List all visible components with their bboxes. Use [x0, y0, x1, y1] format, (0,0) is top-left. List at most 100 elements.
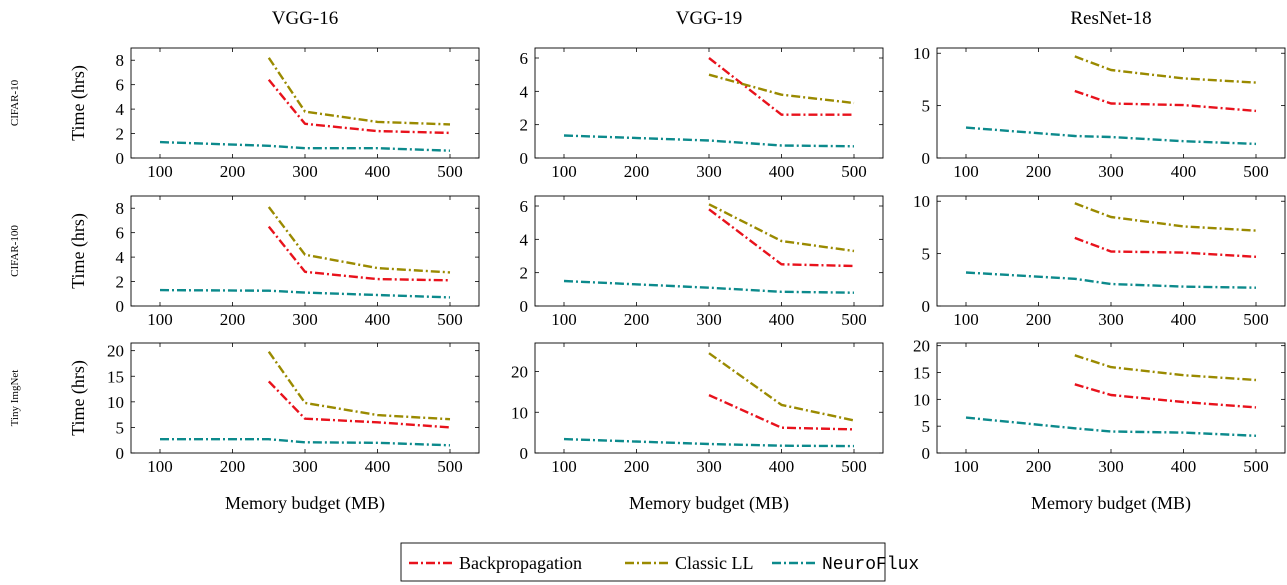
x-tick-label: 400	[1171, 162, 1197, 181]
y-tick-label: 0	[116, 149, 125, 168]
y-tick-label: 5	[922, 245, 931, 264]
series-line-neuroflux	[563, 134, 855, 148]
series-line-classic-ll	[708, 73, 855, 105]
column-title: VGG-16	[272, 8, 339, 29]
y-tick-label: 0	[520, 444, 529, 463]
y-tick-label: 2	[116, 125, 125, 144]
y-tick-label: 5	[116, 418, 125, 437]
y-tick-label: 2	[116, 273, 125, 292]
x-tick-label: 200	[1026, 310, 1052, 329]
y-tick-label: 4	[116, 248, 125, 267]
series-line-classic-ll	[267, 351, 451, 421]
x-tick-label: 200	[1026, 457, 1052, 476]
x-axis-label: Memory budget (MB)	[1031, 493, 1191, 514]
x-tick-label: 100	[953, 310, 979, 329]
plot-frame	[534, 195, 884, 307]
x-tick-label: 500	[437, 162, 463, 181]
x-tick-label: 100	[953, 457, 979, 476]
x-tick-label: 200	[624, 457, 650, 476]
series-line-neuroflux	[965, 271, 1257, 289]
subplot-2-1: 100 200 300 400 500 0 2 4 6 8 CIFAR-100 Time (hrs)	[9, 195, 480, 329]
y-tick-label: 10	[913, 44, 930, 63]
x-tick-label: 200	[220, 162, 246, 181]
y-tick-label: 8	[116, 51, 125, 70]
legend-label: Backpropagation	[459, 553, 582, 573]
x-tick-label: 400	[769, 310, 795, 329]
plot-frame	[130, 342, 480, 454]
x-tick-label: 500	[841, 457, 867, 476]
x-tick-label: 100	[551, 162, 577, 181]
series-line-classic-ll	[1074, 55, 1257, 84]
y-tick-label: 4	[520, 230, 529, 249]
x-tick-label: 100	[147, 162, 173, 181]
row-label: Tiny ImgNet	[9, 370, 21, 427]
x-tick-label: 200	[220, 310, 246, 329]
series-line-backpropagation	[708, 394, 855, 431]
y-tick-label: 4	[116, 100, 125, 119]
y-tick-label: 15	[107, 367, 124, 386]
y-tick-label: 2	[520, 264, 529, 283]
y-axis-label: Time (hrs)	[68, 360, 89, 436]
series-line-backpropagation	[267, 79, 451, 135]
column-title: VGG-19	[676, 8, 743, 29]
y-tick-label: 4	[520, 82, 529, 101]
y-tick-label: 10	[913, 390, 930, 409]
plot-frame	[534, 47, 884, 159]
subplot-1-1: 100 200 300 400 500 0 2 4 6 8 VGG-16 CIFAR-10 Time (…	[9, 8, 480, 181]
x-tick-label: 500	[437, 457, 463, 476]
series-line-backpropagation	[1074, 236, 1257, 258]
x-tick-label: 400	[365, 162, 391, 181]
series-line-backpropagation	[1074, 383, 1257, 409]
subplot-3-1: 100 200 300 400 500 0 5 10 15 20 Tiny ImgNet Time (…	[9, 342, 480, 514]
x-tick-label: 400	[769, 162, 795, 181]
series-line-neuroflux	[563, 279, 855, 294]
subplot-3-3: 100 200 300 400 500 0 5 10 15 20 Memory budget (MB…	[913, 337, 1286, 514]
x-tick-label: 500	[1243, 162, 1269, 181]
plot-frame	[534, 342, 884, 454]
x-tick-label: 100	[953, 162, 979, 181]
row-label: CIFAR-10	[9, 79, 21, 126]
x-tick-label: 300	[1098, 162, 1124, 181]
subplot-1-2: 100 200 300 400 500 0 2 4 6 VGG-19	[520, 8, 884, 181]
y-tick-label: 10	[107, 393, 124, 412]
x-tick-label: 400	[365, 457, 391, 476]
x-axis-label: Memory budget (MB)	[629, 493, 789, 514]
x-tick-label: 300	[696, 310, 722, 329]
plot-frame	[936, 342, 1286, 454]
subplot-1-3: 100 200 300 400 500 0 5 10 ResNet-18	[913, 8, 1286, 181]
plot-frame	[130, 47, 480, 159]
series-line-neuroflux	[160, 438, 451, 447]
x-tick-label: 200	[624, 310, 650, 329]
series-line-backpropagation	[267, 380, 451, 429]
series-line-neuroflux	[159, 140, 451, 152]
x-tick-label: 300	[292, 457, 318, 476]
y-tick-label: 0	[116, 444, 125, 463]
x-tick-label: 400	[365, 310, 391, 329]
subplot-2-3: 100 200 300 400 500 0 5 10	[913, 192, 1286, 329]
y-tick-label: 8	[116, 199, 125, 218]
series-line-classic-ll	[708, 203, 855, 253]
subplot-2-2: 100 200 300 400 500 0 2 4 6	[520, 195, 884, 329]
series-line-classic-ll	[267, 206, 451, 274]
x-tick-label: 300	[696, 457, 722, 476]
x-tick-label: 100	[147, 310, 173, 329]
series-line-neuroflux	[159, 288, 451, 299]
row-label: CIFAR-100	[9, 225, 21, 277]
y-tick-label: 6	[116, 76, 125, 95]
y-tick-label: 15	[913, 364, 930, 383]
series-line-classic-ll	[1074, 202, 1257, 232]
x-tick-label: 300	[292, 310, 318, 329]
series-line-backpropagation	[708, 57, 854, 116]
x-tick-label: 300	[1098, 310, 1124, 329]
y-tick-label: 6	[520, 49, 529, 68]
x-tick-label: 100	[147, 457, 173, 476]
y-tick-label: 0	[922, 444, 931, 463]
x-tick-label: 200	[1026, 162, 1052, 181]
column-title: ResNet-18	[1070, 8, 1151, 29]
y-tick-label: 0	[520, 297, 529, 316]
legend-label: NeuroFlux	[822, 555, 919, 575]
y-tick-label: 0	[520, 149, 529, 168]
legend: Backpropagation Classic LL NeuroFlux	[400, 542, 919, 582]
x-tick-label: 200	[220, 457, 246, 476]
x-tick-label: 100	[551, 457, 577, 476]
